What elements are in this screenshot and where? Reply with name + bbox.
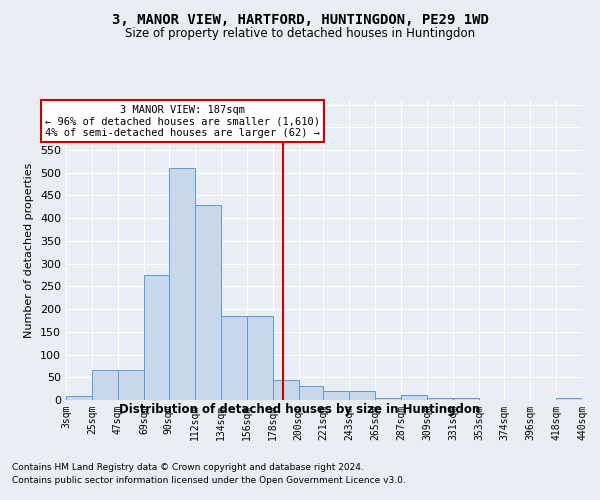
- Bar: [427, 398, 453, 400]
- Bar: [453, 398, 479, 400]
- Bar: [195, 204, 221, 400]
- Text: Size of property relative to detached houses in Huntingdon: Size of property relative to detached ho…: [125, 28, 475, 40]
- Bar: [401, 396, 427, 400]
- Text: Distribution of detached houses by size in Huntingdon: Distribution of detached houses by size …: [119, 402, 481, 415]
- Bar: [299, 386, 323, 400]
- Text: 3, MANOR VIEW, HARTFORD, HUNTINGDON, PE29 1WD: 3, MANOR VIEW, HARTFORD, HUNTINGDON, PE2…: [112, 12, 488, 26]
- Bar: [66, 396, 92, 400]
- Bar: [323, 391, 349, 400]
- Bar: [376, 398, 401, 400]
- Bar: [247, 316, 272, 400]
- Text: Contains public sector information licensed under the Open Government Licence v3: Contains public sector information licen…: [12, 476, 406, 485]
- Bar: [92, 370, 118, 400]
- Bar: [272, 380, 299, 400]
- Bar: [144, 275, 169, 400]
- Y-axis label: Number of detached properties: Number of detached properties: [25, 162, 34, 338]
- Bar: [349, 391, 376, 400]
- Bar: [169, 168, 195, 400]
- Bar: [221, 316, 247, 400]
- Text: 3 MANOR VIEW: 187sqm
← 96% of detached houses are smaller (1,610)
4% of semi-det: 3 MANOR VIEW: 187sqm ← 96% of detached h…: [45, 104, 320, 138]
- Bar: [556, 398, 582, 400]
- Text: Contains HM Land Registry data © Crown copyright and database right 2024.: Contains HM Land Registry data © Crown c…: [12, 462, 364, 471]
- Bar: [118, 370, 144, 400]
